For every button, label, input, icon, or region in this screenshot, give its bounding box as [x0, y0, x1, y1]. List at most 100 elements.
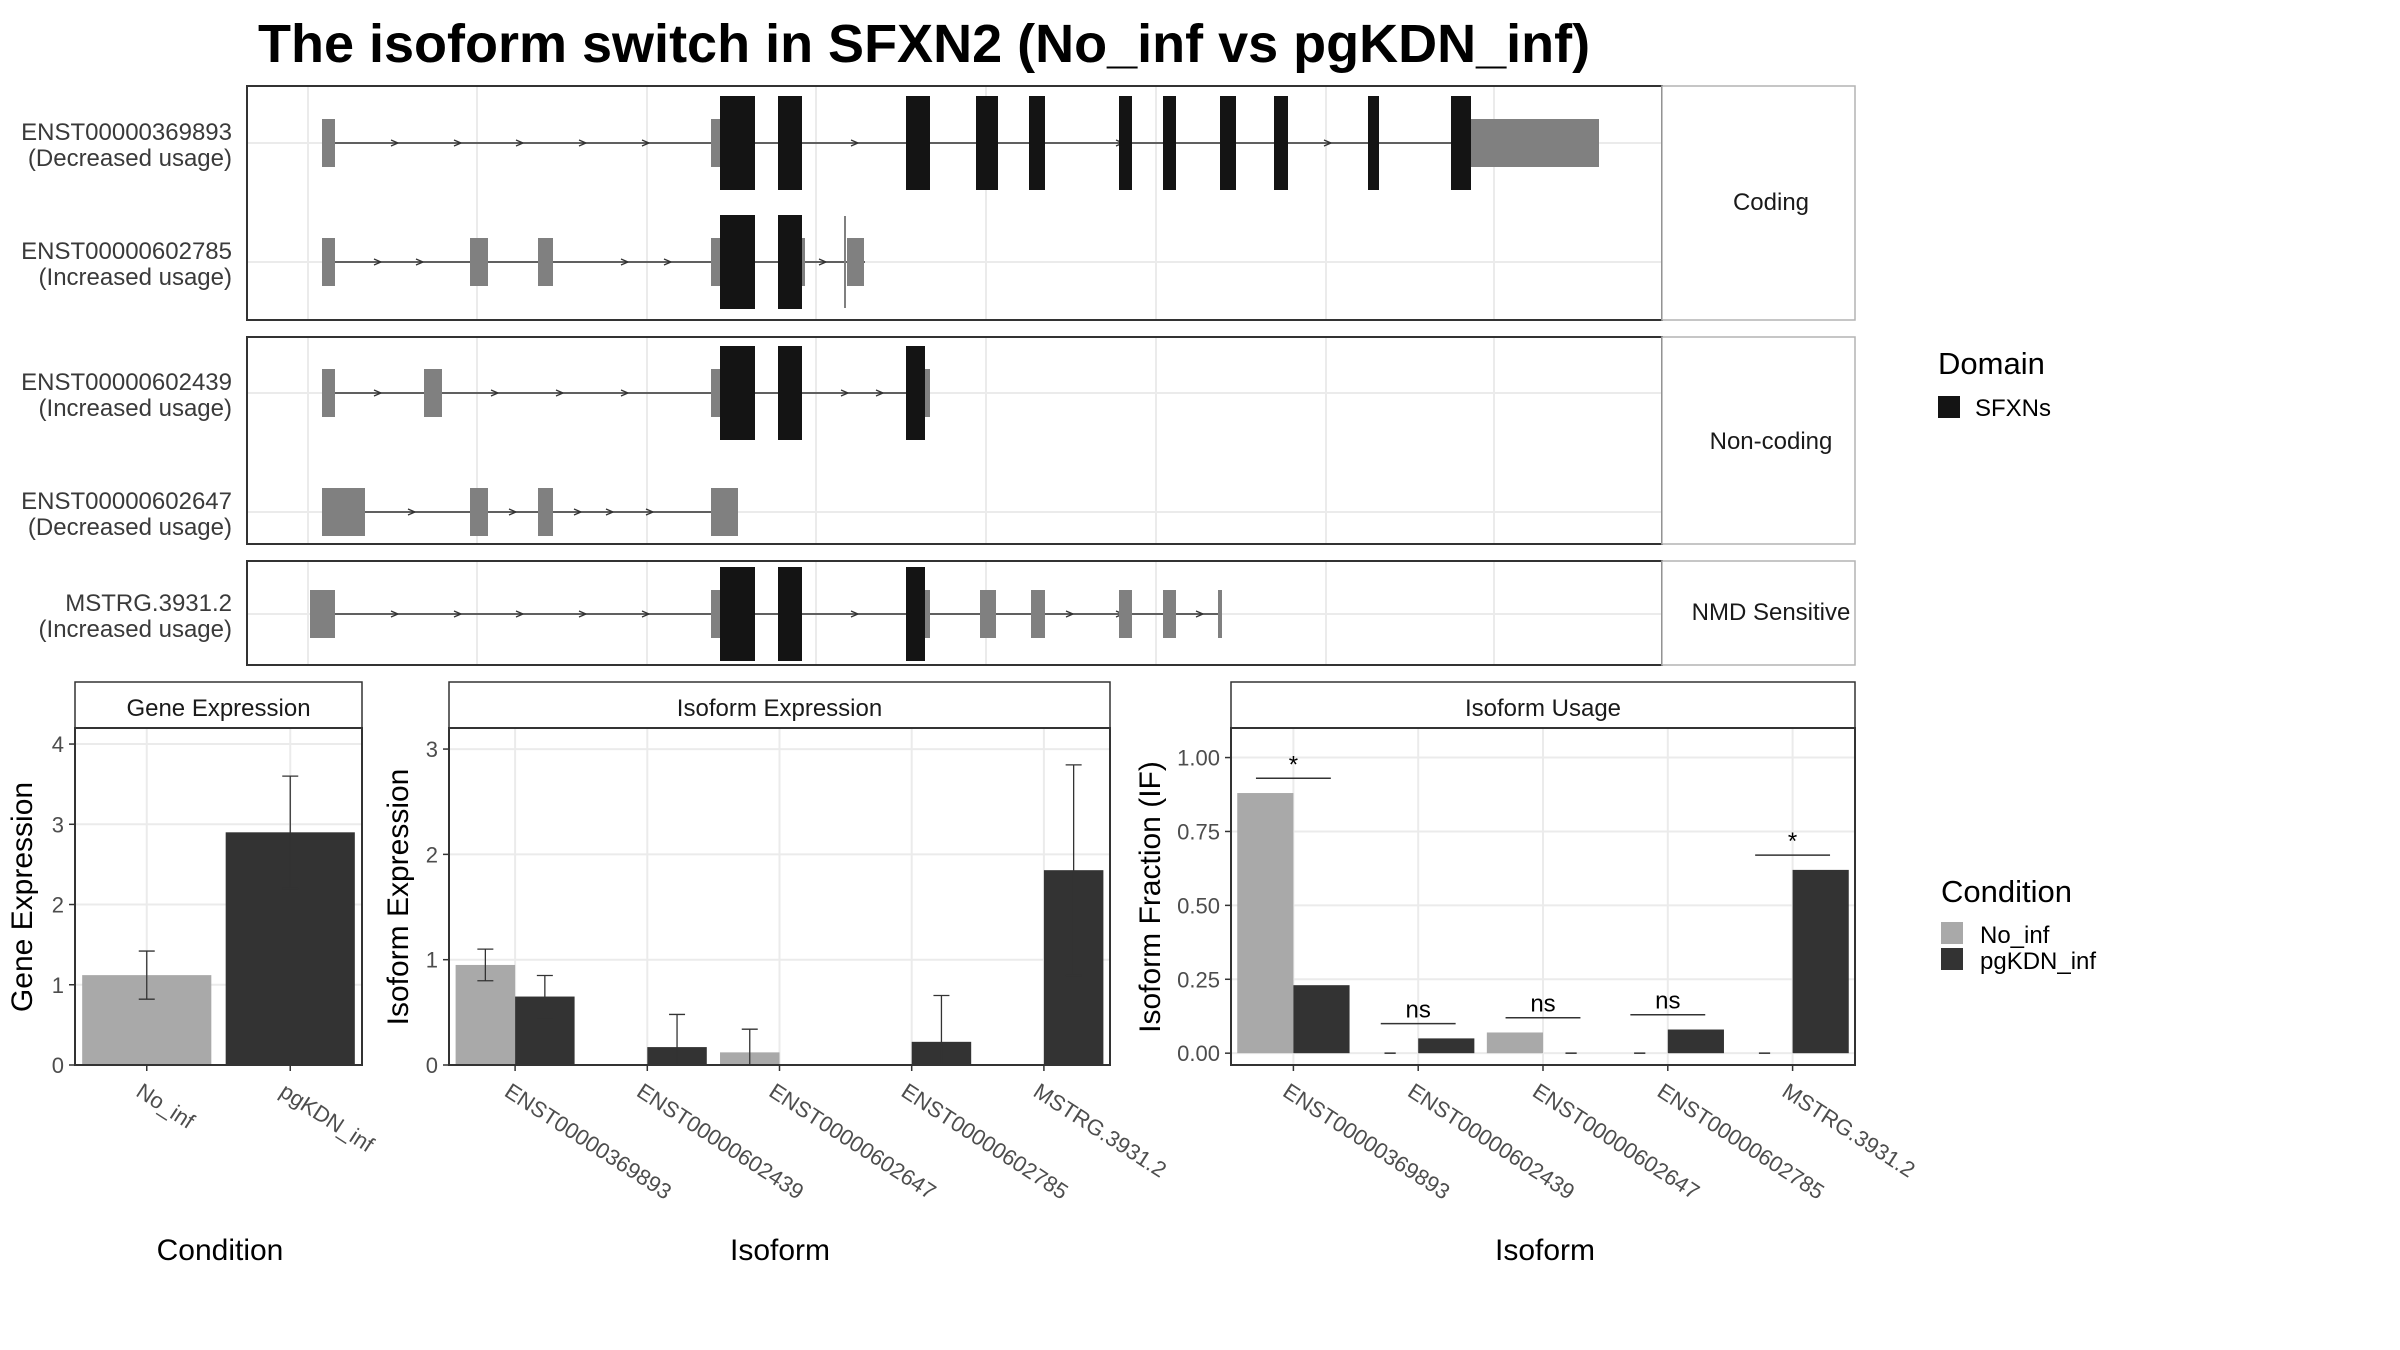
strand-arrow: [415, 258, 425, 266]
gene-expression-chart: Gene Expression 0 1 2 3 4 No_inf pgKDN_inf Gene …: [6, 681, 379, 1267]
sfxn-domain-exon: [906, 346, 925, 440]
strand-arrow: [490, 389, 500, 397]
x-axis-title: Isoform: [730, 1234, 830, 1267]
sfxn-domain-exon: [720, 346, 755, 440]
sfxn-domain-exon: [1220, 96, 1236, 190]
y-tick-label: 1: [426, 948, 438, 973]
bar: [1667, 1029, 1724, 1054]
utr-exon: [1466, 119, 1599, 167]
sfxn-domain-exon: [1274, 96, 1288, 190]
utr-exon: [1218, 590, 1222, 638]
y-tick-label: 0: [52, 1053, 64, 1078]
y-tick-label: 0.25: [1177, 967, 1220, 992]
strip-box: [1661, 336, 1856, 545]
strand-arrow: [390, 139, 400, 147]
condition-legend-key-pgkdn-inf: [1941, 948, 1963, 970]
significance-label: ns: [1655, 988, 1680, 1015]
condition-legend-label-no-inf: No_inf: [1980, 922, 2050, 949]
strand-arrow: [641, 139, 651, 147]
strand-arrow: [407, 508, 417, 516]
sfxn-domain-exon: [720, 96, 755, 190]
y-tick-label: 0.50: [1177, 893, 1220, 918]
y-tick-label: 2: [426, 842, 438, 867]
utr-exon: [847, 238, 864, 286]
utr-exon: [711, 488, 738, 536]
strand-arrow: [578, 610, 588, 618]
x-axis-title: Isoform: [1495, 1234, 1595, 1267]
bar: [455, 964, 516, 1065]
chart-strip: [448, 681, 1111, 729]
isoform-label-id: MSTRG.3931.2: [65, 590, 232, 617]
strand-arrow: [515, 139, 525, 147]
bar: [1792, 869, 1849, 1054]
strand-arrow: [1065, 610, 1075, 618]
panel-frame: [246, 85, 1663, 321]
chart-title: Isoform Usage: [1465, 695, 1621, 722]
bar: [1293, 985, 1350, 1054]
sfxn-domain-exon: [1368, 96, 1379, 190]
sfxn-domain-exon: [720, 215, 755, 309]
strand-arrow: [641, 610, 651, 618]
sfxn-domain-exon: [720, 567, 755, 661]
strand-arrow: [1195, 610, 1205, 618]
strand-arrow: [605, 508, 615, 516]
utr-exon: [470, 488, 488, 536]
chart-strip: [1230, 681, 1856, 729]
y-axis-title: Gene Expression: [6, 782, 39, 1012]
domain-legend-title: Domain: [1938, 346, 2045, 381]
x-tick-label: No_inf: [132, 1078, 200, 1134]
isoform-label-usage: (Decreased usage): [28, 514, 232, 541]
significance-label: *: [1788, 828, 1797, 855]
sfxn-domain-exon: [778, 346, 802, 440]
isoform-label-id: ENST00000602439: [21, 369, 232, 396]
chart-title: Gene Expression: [126, 695, 310, 722]
y-tick-label: 3: [426, 737, 438, 762]
condition-legend-title: Condition: [1941, 874, 2072, 909]
utr-exon: [922, 369, 930, 417]
utr-exon: [470, 238, 488, 286]
strip-label-nmd: NMD Sensitive: [1692, 599, 1851, 626]
utr-exon: [322, 238, 335, 286]
y-tick-label: 1.00: [1177, 746, 1220, 771]
strand-arrow: [875, 389, 885, 397]
isoform-usage-chart: Isoform Usage * ns ns ns * 0.00 0.25 0.50 0.75 1.0…: [1134, 681, 1920, 1267]
sfxn-domain-exon: [778, 567, 802, 661]
strand-arrow: [1323, 139, 1333, 147]
strand-arrow: [515, 610, 525, 618]
strip-box: [1661, 85, 1856, 321]
isoform-label-usage: (Increased usage): [39, 616, 232, 643]
strand-arrow: [390, 610, 400, 618]
figure-title: The isoform switch in SFXN2 (No_inf vs p…: [258, 14, 1590, 74]
strand-arrow: [555, 389, 565, 397]
strip-box: [1661, 560, 1856, 666]
isoform-label-usage: (Increased usage): [39, 264, 232, 291]
utr-exon: [538, 488, 553, 536]
strip-label-coding: Coding: [1733, 189, 1809, 216]
utr-exon: [322, 119, 335, 167]
significance-label: ns: [1530, 991, 1555, 1018]
utr-exon: [1031, 590, 1045, 638]
chart-title: Isoform Expression: [677, 695, 882, 722]
strand-arrow: [620, 389, 630, 397]
utr-exon: [538, 238, 553, 286]
y-axis-title: Isoform Expression: [382, 769, 415, 1026]
strand-arrow: [620, 258, 630, 266]
x-tick-label: MSTRG.3931.2: [1029, 1078, 1171, 1182]
utr-exon: [322, 369, 335, 417]
isoform-expression-chart: Isoform Expression0123ENST00000369893ENS…: [382, 681, 1171, 1267]
strand-arrow: [578, 139, 588, 147]
utr-exon: [922, 590, 930, 638]
utr-exon: [424, 369, 442, 417]
strand-arrow: [663, 258, 673, 266]
y-tick-label: 0.00: [1177, 1041, 1220, 1066]
strand-arrow: [850, 610, 860, 618]
sfxn-domain-exon: [906, 96, 930, 190]
chart-strip: [74, 681, 363, 729]
y-tick-label: 1: [52, 973, 64, 998]
y-tick-label: 3: [52, 812, 64, 837]
strand-arrow: [645, 508, 655, 516]
utr-exon: [1163, 590, 1176, 638]
y-tick-label: 2: [52, 893, 64, 918]
bar: [1486, 1032, 1543, 1054]
